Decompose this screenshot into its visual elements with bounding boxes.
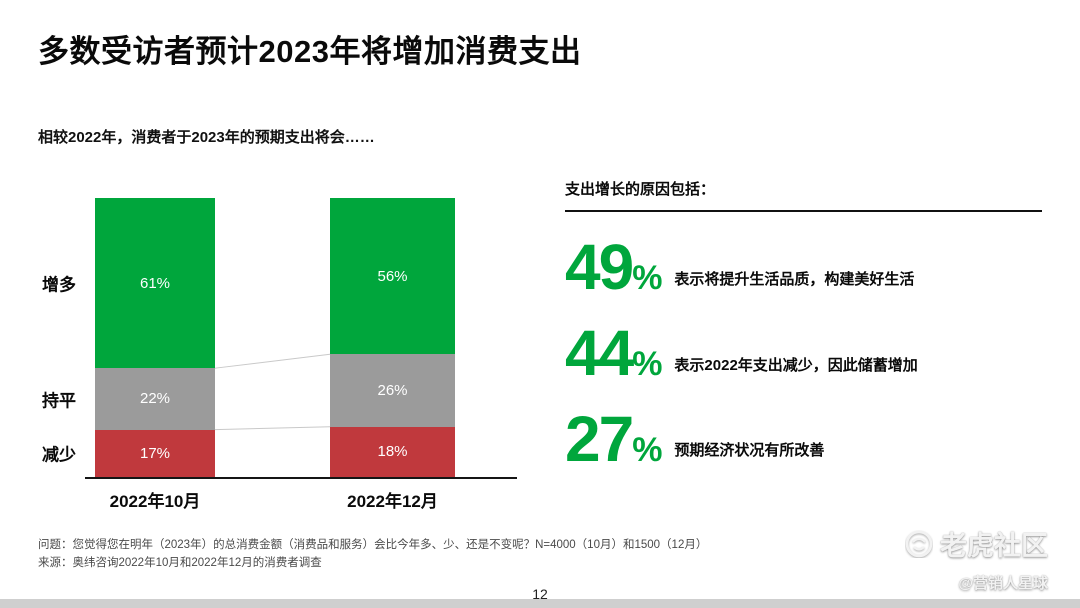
bar-segment-减少: 18%: [330, 426, 455, 477]
x-axis-label: 2022年10月: [109, 492, 201, 511]
reasons-list: 49% 表示将提升生活品质，构建美好生活 44% 表示2022年支出减少，因此储蓄增加…: [565, 231, 1042, 475]
bar-segment-减少: 17%: [95, 429, 215, 477]
reason-row: 44% 表示2022年支出减少，因此储蓄增加: [565, 316, 1042, 389]
watermark-handle: @营销人星球: [958, 575, 1048, 592]
reason-percent: 44%: [565, 316, 663, 389]
watermark-brand: 老虎社区: [905, 524, 1048, 563]
reason-row: 49% 表示将提升生活品质，构建美好生活: [565, 231, 1042, 303]
stacked-bar-chart: 61% 22% 17% 56% 26% 18%: [95, 198, 455, 477]
reason-text: 表示将提升生活品质，构建美好生活: [674, 270, 915, 288]
x-axis-label: 2022年12月: [347, 492, 438, 511]
chart-series-labels: 增多 持平 减少: [42, 198, 92, 477]
footnotes: 问题：您觉得您在明年（2023年）的总消费金额（消费品和服务）会比今年多、少、还…: [38, 537, 707, 573]
reason-text: 预期经济状况有所改善: [674, 442, 825, 460]
segment-value-label: 22%: [139, 390, 171, 408]
bar-segment-增多: 61%: [95, 198, 215, 369]
page-number: 12: [532, 586, 548, 602]
segment-value-label: 26%: [377, 382, 408, 399]
segment-value-label: 18%: [377, 443, 408, 461]
bar-segment-持平: 26%: [330, 354, 455, 427]
series-label-减少: 减少: [42, 445, 76, 465]
segment-value-label: 56%: [377, 267, 408, 285]
bar-2022年12月: 56% 26% 18%: [330, 198, 455, 477]
footnote-question: 问题：您觉得您在明年（2023年）的总消费金额（消费品和服务）会比今年多、少、还…: [38, 539, 708, 551]
series-label-持平: 持平: [42, 391, 76, 411]
reasons-heading: 支出增长的原因包括：: [565, 178, 1042, 212]
footnote-source: 来源：奥纬咨询2022年10月和2022年12月的消费者调查: [38, 556, 322, 569]
segment-value-label: 61%: [139, 274, 171, 292]
reason-row: 27% 预期经济状况有所改善: [565, 402, 1042, 475]
percent-sign: %: [632, 430, 663, 469]
tiger-logo-icon: [905, 530, 933, 557]
reason-percent: 27%: [565, 402, 663, 475]
bar-2022年10月: 61% 22% 17%: [95, 198, 215, 477]
x-axis-line: [85, 477, 517, 479]
reason-percent: 49%: [565, 231, 663, 303]
reasons-panel: 支出增长的原因包括： 49% 表示将提升生活品质，构建美好生活 44% 表示2022年…: [565, 178, 1042, 475]
chart-subtitle: 相较2022年，消费者于2023年的预期支出将会……: [38, 129, 375, 146]
bar-segment-持平: 22%: [95, 368, 215, 430]
percent-sign: %: [632, 344, 663, 383]
reason-text: 表示2022年支出减少，因此储蓄增加: [674, 356, 918, 374]
series-label-增多: 增多: [42, 275, 76, 295]
watermark-brand-text: 老虎社区: [940, 531, 1048, 561]
segment-value-label: 17%: [139, 444, 171, 462]
percent-sign: %: [632, 259, 663, 297]
page-title: 多数受访者预计2023年将增加消费支出: [38, 34, 582, 69]
watermark: 老虎社区 @营销人星球: [905, 524, 1048, 593]
bar-segment-增多: 56%: [330, 198, 455, 355]
bottom-strip: [0, 599, 1080, 608]
